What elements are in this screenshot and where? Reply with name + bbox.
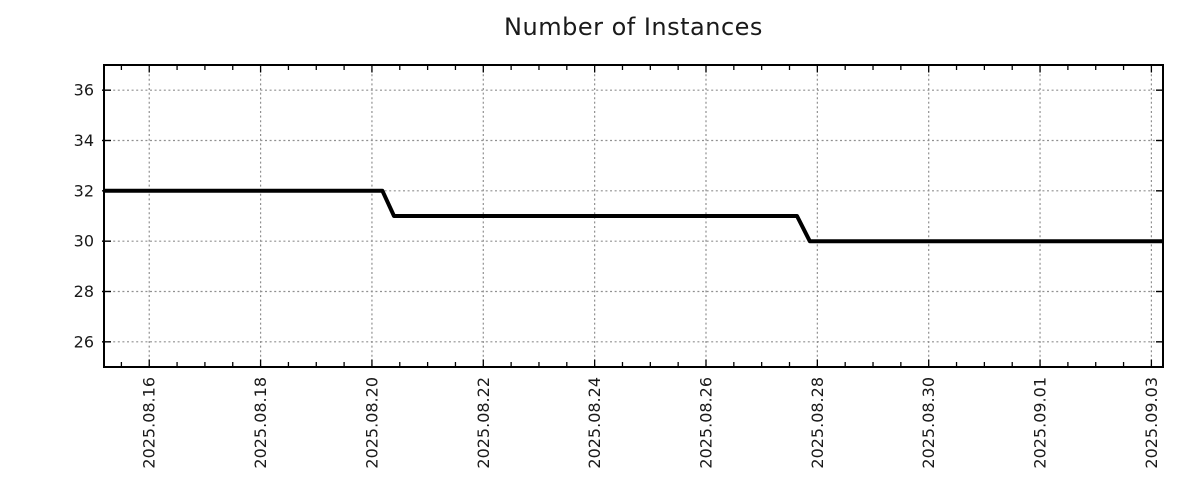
y-tick-label: 30 bbox=[74, 232, 94, 251]
y-tick-label: 26 bbox=[74, 332, 94, 351]
y-tick-label: 32 bbox=[74, 181, 94, 200]
series-line bbox=[104, 188, 1163, 244]
plot-border bbox=[103, 64, 1164, 368]
y-tick-label: 36 bbox=[74, 81, 94, 100]
x-tick-label: 2025.08.26 bbox=[696, 377, 715, 469]
tick-labels: 26 28 30 32 34 36 2025.08.16 2025.08.18 2025.08.… bbox=[74, 81, 1161, 469]
x-tick-label: 2025.08.18 bbox=[251, 377, 270, 469]
x-tick-label: 2025.08.24 bbox=[585, 377, 604, 469]
x-tick-label: 2025.09.01 bbox=[1031, 377, 1050, 469]
y-tick-label: 34 bbox=[74, 131, 94, 150]
y-tick-label: 28 bbox=[74, 282, 94, 301]
x-tick-label: 2025.08.22 bbox=[474, 377, 493, 469]
x-tick-label: 2025.08.30 bbox=[919, 377, 938, 469]
x-tick-label: 2025.09.03 bbox=[1142, 377, 1161, 469]
series-line-group bbox=[104, 188, 1163, 244]
x-tick-label: 2025.08.20 bbox=[362, 377, 381, 469]
chart-title: Number of Instances bbox=[504, 13, 763, 41]
x-tick-label: 2025.08.16 bbox=[140, 377, 159, 469]
x-tick-label: 2025.08.28 bbox=[808, 377, 827, 469]
